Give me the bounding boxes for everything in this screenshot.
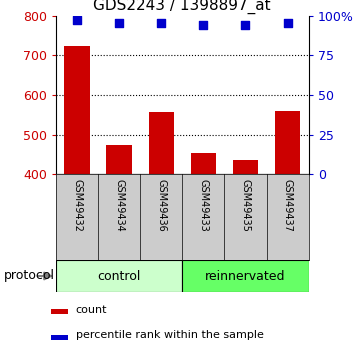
Point — [158, 21, 164, 26]
Text: count: count — [76, 305, 107, 315]
Text: GSM49432: GSM49432 — [72, 179, 82, 231]
Text: percentile rank within the sample: percentile rank within the sample — [76, 331, 264, 341]
FancyBboxPatch shape — [56, 260, 182, 292]
Bar — [233, 159, 258, 174]
Bar — [191, 153, 216, 174]
Text: protocol: protocol — [4, 269, 55, 283]
Text: GSM49433: GSM49433 — [198, 179, 208, 231]
Bar — [106, 145, 132, 174]
FancyBboxPatch shape — [182, 260, 309, 292]
Text: GSM49436: GSM49436 — [156, 179, 166, 231]
Point — [243, 22, 248, 28]
Bar — [52, 309, 68, 314]
Bar — [52, 335, 68, 339]
Text: reinnervated: reinnervated — [205, 269, 286, 283]
Point — [116, 21, 122, 26]
Bar — [149, 112, 174, 174]
Point — [74, 18, 80, 23]
Text: GSM49434: GSM49434 — [114, 179, 124, 231]
Point — [200, 22, 206, 28]
Bar — [275, 111, 300, 174]
Text: control: control — [97, 269, 141, 283]
Point — [285, 21, 291, 26]
Text: GSM49437: GSM49437 — [283, 179, 293, 231]
Bar — [64, 47, 90, 174]
Text: GSM49435: GSM49435 — [240, 179, 251, 231]
Title: GDS2243 / 1398897_at: GDS2243 / 1398897_at — [93, 0, 271, 14]
